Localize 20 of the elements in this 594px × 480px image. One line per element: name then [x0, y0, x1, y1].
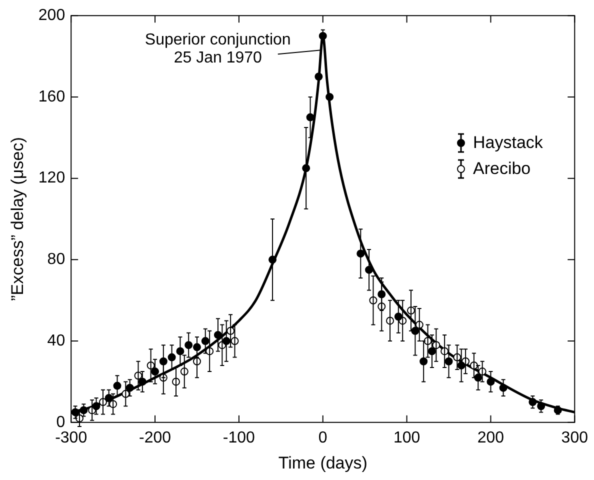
- x-tick-label: 0: [318, 429, 328, 446]
- y-tick-label: 80: [47, 251, 66, 268]
- x-tick-label: -200: [139, 429, 172, 446]
- y-tick-label: 40: [47, 332, 66, 350]
- x-tick-label: -100: [222, 429, 256, 446]
- legend-label: Arecibo: [473, 158, 531, 180]
- y-axis-title: ”Excess” delay (μsec): [8, 137, 27, 301]
- point: [314, 72, 323, 81]
- y-tick-label: 200: [38, 7, 66, 24]
- x-tick-label: 300: [561, 429, 588, 446]
- x-tick-label: 100: [393, 429, 420, 446]
- x-tick-label: 200: [477, 429, 504, 446]
- y-tick-label: 160: [38, 88, 66, 106]
- y-tick-label: 0: [56, 414, 66, 431]
- legend-label: Haystack: [473, 132, 543, 154]
- point: [326, 92, 334, 101]
- x-tick-label: -300: [55, 429, 88, 446]
- y-tick-label: 120: [38, 170, 66, 187]
- x-axis-title: Time (days): [278, 453, 368, 472]
- annotation: Superior conjunction 25 Jan 1970: [144, 32, 291, 67]
